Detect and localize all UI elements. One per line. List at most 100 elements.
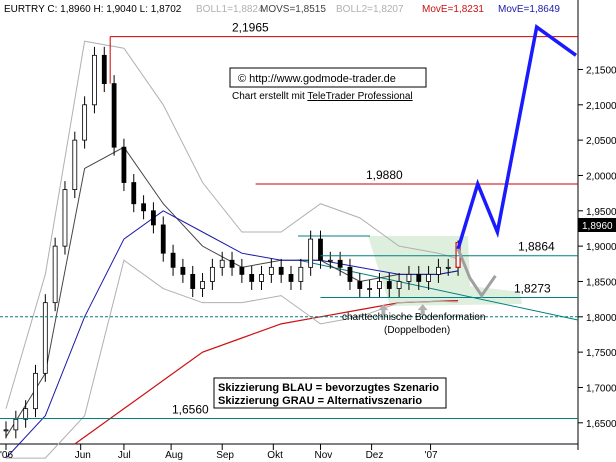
candle-body bbox=[367, 288, 373, 290]
candle-body bbox=[72, 139, 78, 190]
candle-body bbox=[209, 266, 215, 282]
legend-line-blue: Skizzierung BLAU = bevorzugtes Szenario bbox=[218, 382, 439, 394]
candle-body bbox=[180, 266, 186, 275]
scenario-legend-box: Skizzierung BLAU = bevorzugtes Szenario … bbox=[213, 377, 447, 409]
created-with-text: Chart erstellt mit TeleTrader Profession… bbox=[232, 91, 413, 102]
teletrader-link[interactable]: TeleTrader Professional bbox=[307, 91, 412, 102]
y-tick-label: 1,7000 bbox=[586, 383, 616, 394]
copyright-text: © http://www.godmode-trader.de bbox=[238, 73, 396, 85]
bottom-marker-arrow bbox=[378, 304, 389, 311]
level-label: 1,9880 bbox=[366, 168, 403, 182]
y-tick-label: 2,1000 bbox=[586, 101, 616, 112]
candle-body bbox=[101, 54, 107, 84]
candle-body bbox=[436, 266, 441, 275]
level-label: 1,8864 bbox=[518, 240, 555, 254]
y-tick-label: 1,8500 bbox=[586, 277, 616, 288]
candle-body bbox=[52, 245, 58, 304]
y-tick-label: 2,1500 bbox=[586, 65, 616, 76]
annotation-line2: (Doppelboden) bbox=[384, 325, 450, 336]
x-tick-label: Dez bbox=[366, 450, 384, 461]
candle-body bbox=[42, 302, 48, 374]
candle-body bbox=[288, 273, 294, 282]
candle-body bbox=[62, 189, 68, 247]
candle-body bbox=[33, 372, 38, 410]
y-tick-label: 2,0000 bbox=[586, 171, 616, 182]
legend-line-grey: Skizzierung GRAU = Alternativszenario bbox=[218, 395, 422, 407]
candle-body bbox=[92, 54, 97, 106]
created-prefix: Chart erstellt mit bbox=[232, 91, 307, 102]
candle-body bbox=[82, 104, 88, 141]
candle-body bbox=[121, 146, 127, 183]
y-tick-label: 1,7500 bbox=[586, 348, 616, 359]
candle-body bbox=[278, 266, 284, 275]
header-boll2: BOLL2=1,8207 bbox=[336, 4, 404, 15]
y-tick-label: 1,8000 bbox=[586, 313, 616, 324]
candle-body bbox=[151, 210, 156, 226]
bottom-marker-stem bbox=[381, 310, 386, 316]
candle-body bbox=[141, 203, 146, 212]
candle-body bbox=[308, 238, 314, 268]
candle-body bbox=[318, 238, 323, 261]
header-symbol-ohlc: EURTRY C: 1,8960 H: 1,9040 L: 1,8702 bbox=[4, 4, 182, 15]
candle-body bbox=[259, 273, 264, 282]
candle-body bbox=[357, 281, 363, 289]
current-price-tag: 1,8960 bbox=[578, 218, 616, 232]
candle-body bbox=[131, 182, 137, 205]
header-move2: MovE=1,8649 bbox=[498, 4, 560, 15]
demand-zone bbox=[368, 236, 522, 306]
x-tick-label: Jun bbox=[75, 450, 91, 461]
credit-box: © http://www.godmode-trader.de Chart ers… bbox=[229, 67, 427, 102]
x-tick-label: Jul bbox=[118, 450, 131, 461]
candle-body bbox=[268, 266, 274, 275]
y-tick-label: 1,6500 bbox=[586, 419, 616, 430]
scenario-layer bbox=[378, 24, 578, 316]
candle-body bbox=[239, 266, 245, 275]
current-price-label: 1,8960 bbox=[582, 221, 613, 232]
y-tick-label: 2,0500 bbox=[586, 136, 616, 147]
candle-body bbox=[111, 83, 117, 148]
y-tick-label: 1,9500 bbox=[586, 207, 616, 218]
candle-body bbox=[229, 259, 235, 268]
level-label: 1,6560 bbox=[172, 403, 209, 417]
candle-body bbox=[406, 273, 412, 282]
header-movs: MOVS=1,8515 bbox=[260, 4, 326, 15]
series-line-szenario-grau bbox=[456, 248, 497, 299]
annotation-line1: charttechnische Bodenformation bbox=[342, 312, 485, 323]
tick-layer: 2,1500 2,1000 2,0500 2,0000 1,9500 1,9000 1,85… bbox=[0, 65, 616, 461]
x-tick-label: Nov bbox=[314, 450, 332, 461]
candle-body bbox=[426, 273, 431, 282]
x-tick-label: Sep bbox=[216, 450, 234, 461]
candle-body bbox=[13, 418, 19, 431]
candle-body bbox=[170, 252, 176, 268]
candle-body bbox=[386, 281, 392, 289]
header-boll1: BOLL1=1,8824 bbox=[196, 4, 264, 15]
chart-header: EURTRY C: 1,8960 H: 1,9040 L: 1,8702 BOL… bbox=[0, 0, 578, 17]
x-tick-label: '06 bbox=[0, 450, 13, 461]
candle-body bbox=[3, 429, 9, 432]
bottom-marker-arrow bbox=[417, 304, 428, 311]
level-label: 2,1965 bbox=[232, 21, 269, 35]
candle-body bbox=[298, 266, 304, 282]
bottom-marker-stem bbox=[420, 310, 425, 316]
candle-body bbox=[337, 259, 343, 268]
level-label: 1,8273 bbox=[514, 282, 551, 296]
candle-body bbox=[327, 259, 333, 262]
candle-body bbox=[377, 281, 382, 289]
y-tick-label: 1,9000 bbox=[586, 242, 616, 253]
header-move1: MovE=1,8231 bbox=[422, 4, 484, 15]
candle-body bbox=[200, 281, 205, 289]
candle-body bbox=[445, 266, 451, 269]
x-tick-label: Aug bbox=[165, 450, 183, 461]
candle-body bbox=[416, 273, 422, 282]
x-tick-label: Okt bbox=[267, 450, 283, 461]
candle-body bbox=[347, 266, 353, 282]
candle-body bbox=[160, 224, 166, 254]
level-layer: 2,1965 1,9880 1,8864 1,8273 1,6560 bbox=[0, 21, 578, 420]
series-line-szenario-blau bbox=[456, 24, 578, 250]
candle-body bbox=[219, 259, 225, 268]
candle-body bbox=[249, 273, 255, 282]
trendline-lower bbox=[297, 259, 579, 321]
candle-body bbox=[396, 281, 402, 289]
series-line-boll2 bbox=[6, 259, 459, 459]
